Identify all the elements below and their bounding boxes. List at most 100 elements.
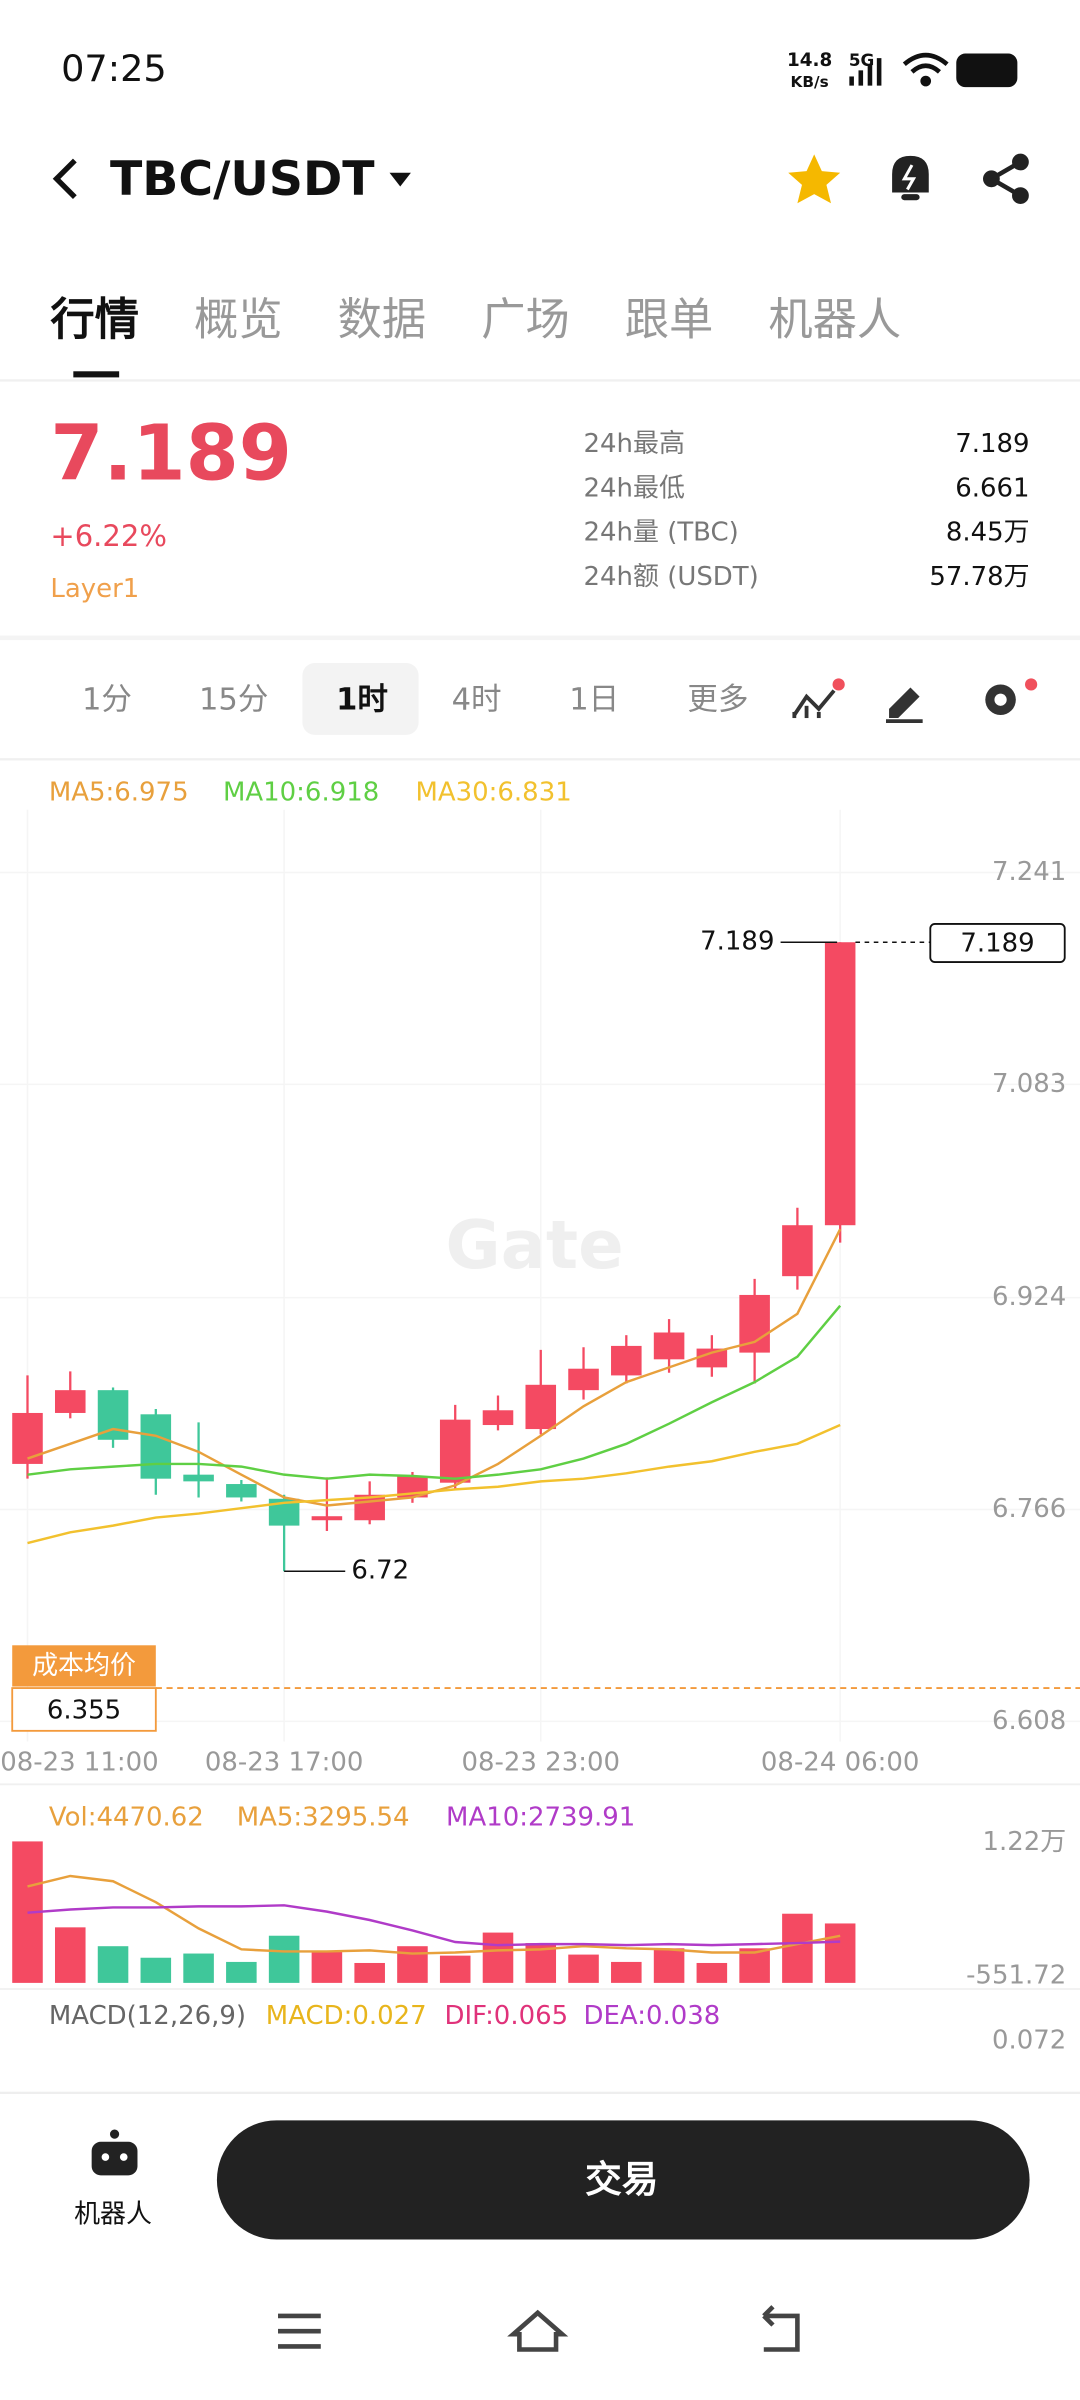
tab[interactable]: 机器人	[768, 294, 901, 345]
candle-body	[824, 942, 856, 1226]
volume-bar	[739, 1948, 770, 1983]
y-tick-label: 6.766	[992, 1494, 1066, 1524]
x-tick-label: 08-24 06:00	[761, 1747, 919, 1777]
macd-tick-label: 0.072	[992, 2025, 1066, 2055]
nav-bar	[278, 2305, 800, 2352]
ma-legend: MA10:6.918	[223, 777, 379, 807]
macd-legend: MACD:0.027	[266, 2001, 427, 2031]
y-tick-label: 6.608	[992, 1706, 1066, 1736]
alert-bell[interactable]	[892, 155, 929, 201]
indicator-button[interactable]	[792, 678, 845, 719]
x-tick-label: 08-23 11:00	[0, 1747, 158, 1777]
pair-dropdown[interactable]	[389, 172, 411, 187]
settings-button[interactable]	[985, 678, 1038, 715]
candle-body	[782, 1225, 813, 1277]
tab-underline	[73, 371, 120, 378]
stat-value: 7.189	[955, 429, 1029, 459]
tab[interactable]: 概览	[194, 294, 283, 345]
x-tick-label: 08-23 23:00	[462, 1747, 620, 1777]
cost-box	[11, 1687, 157, 1732]
volume-tick-label: -551.72	[966, 1961, 1066, 1991]
interval-bar: 1分 15分 1时 4时 1日 更多	[82, 683, 749, 718]
interval-active-bg	[302, 663, 419, 735]
nav-back[interactable]	[762, 2305, 800, 2352]
ma-line	[27, 1423, 841, 1545]
volume-ma-line	[27, 1874, 841, 1955]
candle-body	[12, 1412, 43, 1464]
share-button[interactable]	[982, 153, 1029, 205]
candle-body	[525, 1384, 557, 1430]
volume-bar	[226, 1961, 257, 1983]
candle-body	[311, 1516, 343, 1521]
candle-body	[568, 1368, 599, 1391]
nav-menu[interactable]	[278, 2313, 321, 2349]
status-time: 07:25	[61, 47, 167, 90]
robot-label[interactable]: 机器人	[74, 2200, 152, 2230]
net-speed: 14.8	[787, 50, 832, 71]
interval-option[interactable]: 1时	[336, 683, 388, 718]
tab[interactable]: 跟单	[625, 294, 714, 345]
wifi-icon	[902, 52, 949, 87]
trade-label[interactable]: 交易	[585, 2158, 658, 2201]
y-tick-label: 7.083	[992, 1069, 1066, 1099]
tab-bar: 行情 概览 数据 广场 跟单 机器人	[50, 294, 901, 345]
candle-body	[183, 1474, 214, 1482]
pair-title[interactable]: TBC/USDT	[110, 152, 375, 207]
volume-bar	[354, 1962, 385, 1983]
interval-option[interactable]: 更多	[687, 683, 748, 718]
volume-legend: MA10:2739.91	[446, 1802, 635, 1832]
x-tick-label: 08-23 17:00	[205, 1747, 363, 1777]
divider	[0, 635, 1080, 641]
volume-bar	[311, 1951, 343, 1983]
interval-option[interactable]: 4时	[452, 683, 502, 718]
tab[interactable]: 数据	[338, 294, 427, 345]
nav-home[interactable]	[507, 2309, 569, 2352]
stat-label: 24h最高	[584, 429, 685, 459]
price-change: +6.22%	[50, 519, 167, 553]
interval-option[interactable]: 1日	[569, 683, 619, 718]
interval-option[interactable]: 1分	[82, 683, 132, 718]
volume-legend: MA5:3295.54	[237, 1802, 410, 1832]
stats: 24h最高 7.189 24h最低 6.661 24h量 (TBC) 8.45万 24h额 …	[584, 429, 1030, 592]
stat-label: 24h额 (USDT)	[584, 562, 759, 592]
robot-icon[interactable]	[91, 2129, 138, 2176]
draw-button[interactable]	[885, 687, 923, 724]
candle-body	[611, 1345, 642, 1376]
tab[interactable]: 广场	[481, 294, 570, 345]
volume-bar	[782, 1913, 813, 1983]
volume-tick-label: 1.22万	[983, 1827, 1067, 1857]
cost-label: 成本均价	[32, 1651, 136, 1681]
back-button[interactable]	[52, 158, 77, 200]
candle-body	[54, 1390, 86, 1413]
candle-body	[226, 1484, 257, 1498]
stat-value: 57.78万	[929, 562, 1029, 592]
y-tick-label: 6.924	[992, 1282, 1066, 1312]
candle-body	[482, 1410, 514, 1426]
max-marker-label: 7.189	[700, 927, 774, 957]
kline-chart: Gate MA5:6.975 MA10:6.918 MA30:6.831 7.241 7.…	[0, 777, 1080, 2055]
battery-icon	[956, 53, 1018, 88]
interval-option[interactable]: 15分	[199, 683, 268, 718]
volume-bar	[482, 1932, 514, 1983]
volume-bar	[696, 1962, 728, 1983]
cost-tag	[12, 1645, 156, 1687]
volume-bar	[140, 1957, 172, 1983]
volume-legend: Vol:4470.62	[49, 1802, 204, 1832]
tab[interactable]: 行情	[50, 294, 139, 345]
volume-bar	[439, 1955, 471, 1983]
ma-legend: MA30:6.831	[416, 777, 572, 807]
last-price-box	[929, 922, 1066, 964]
stat-value: 8.45万	[946, 518, 1030, 548]
macd-legend: DIF:0.065	[445, 2001, 569, 2031]
sector-tag[interactable]: Layer1	[50, 574, 139, 604]
volume-bar	[653, 1948, 685, 1983]
volume-bar	[183, 1953, 214, 1983]
stat-label: 24h最低	[584, 473, 685, 503]
signal-icon	[849, 58, 882, 86]
favorite-star[interactable]	[788, 154, 841, 204]
candle-body	[140, 1414, 172, 1479]
trade-button[interactable]	[216, 2120, 1030, 2240]
last-price: 7.189	[50, 409, 292, 498]
